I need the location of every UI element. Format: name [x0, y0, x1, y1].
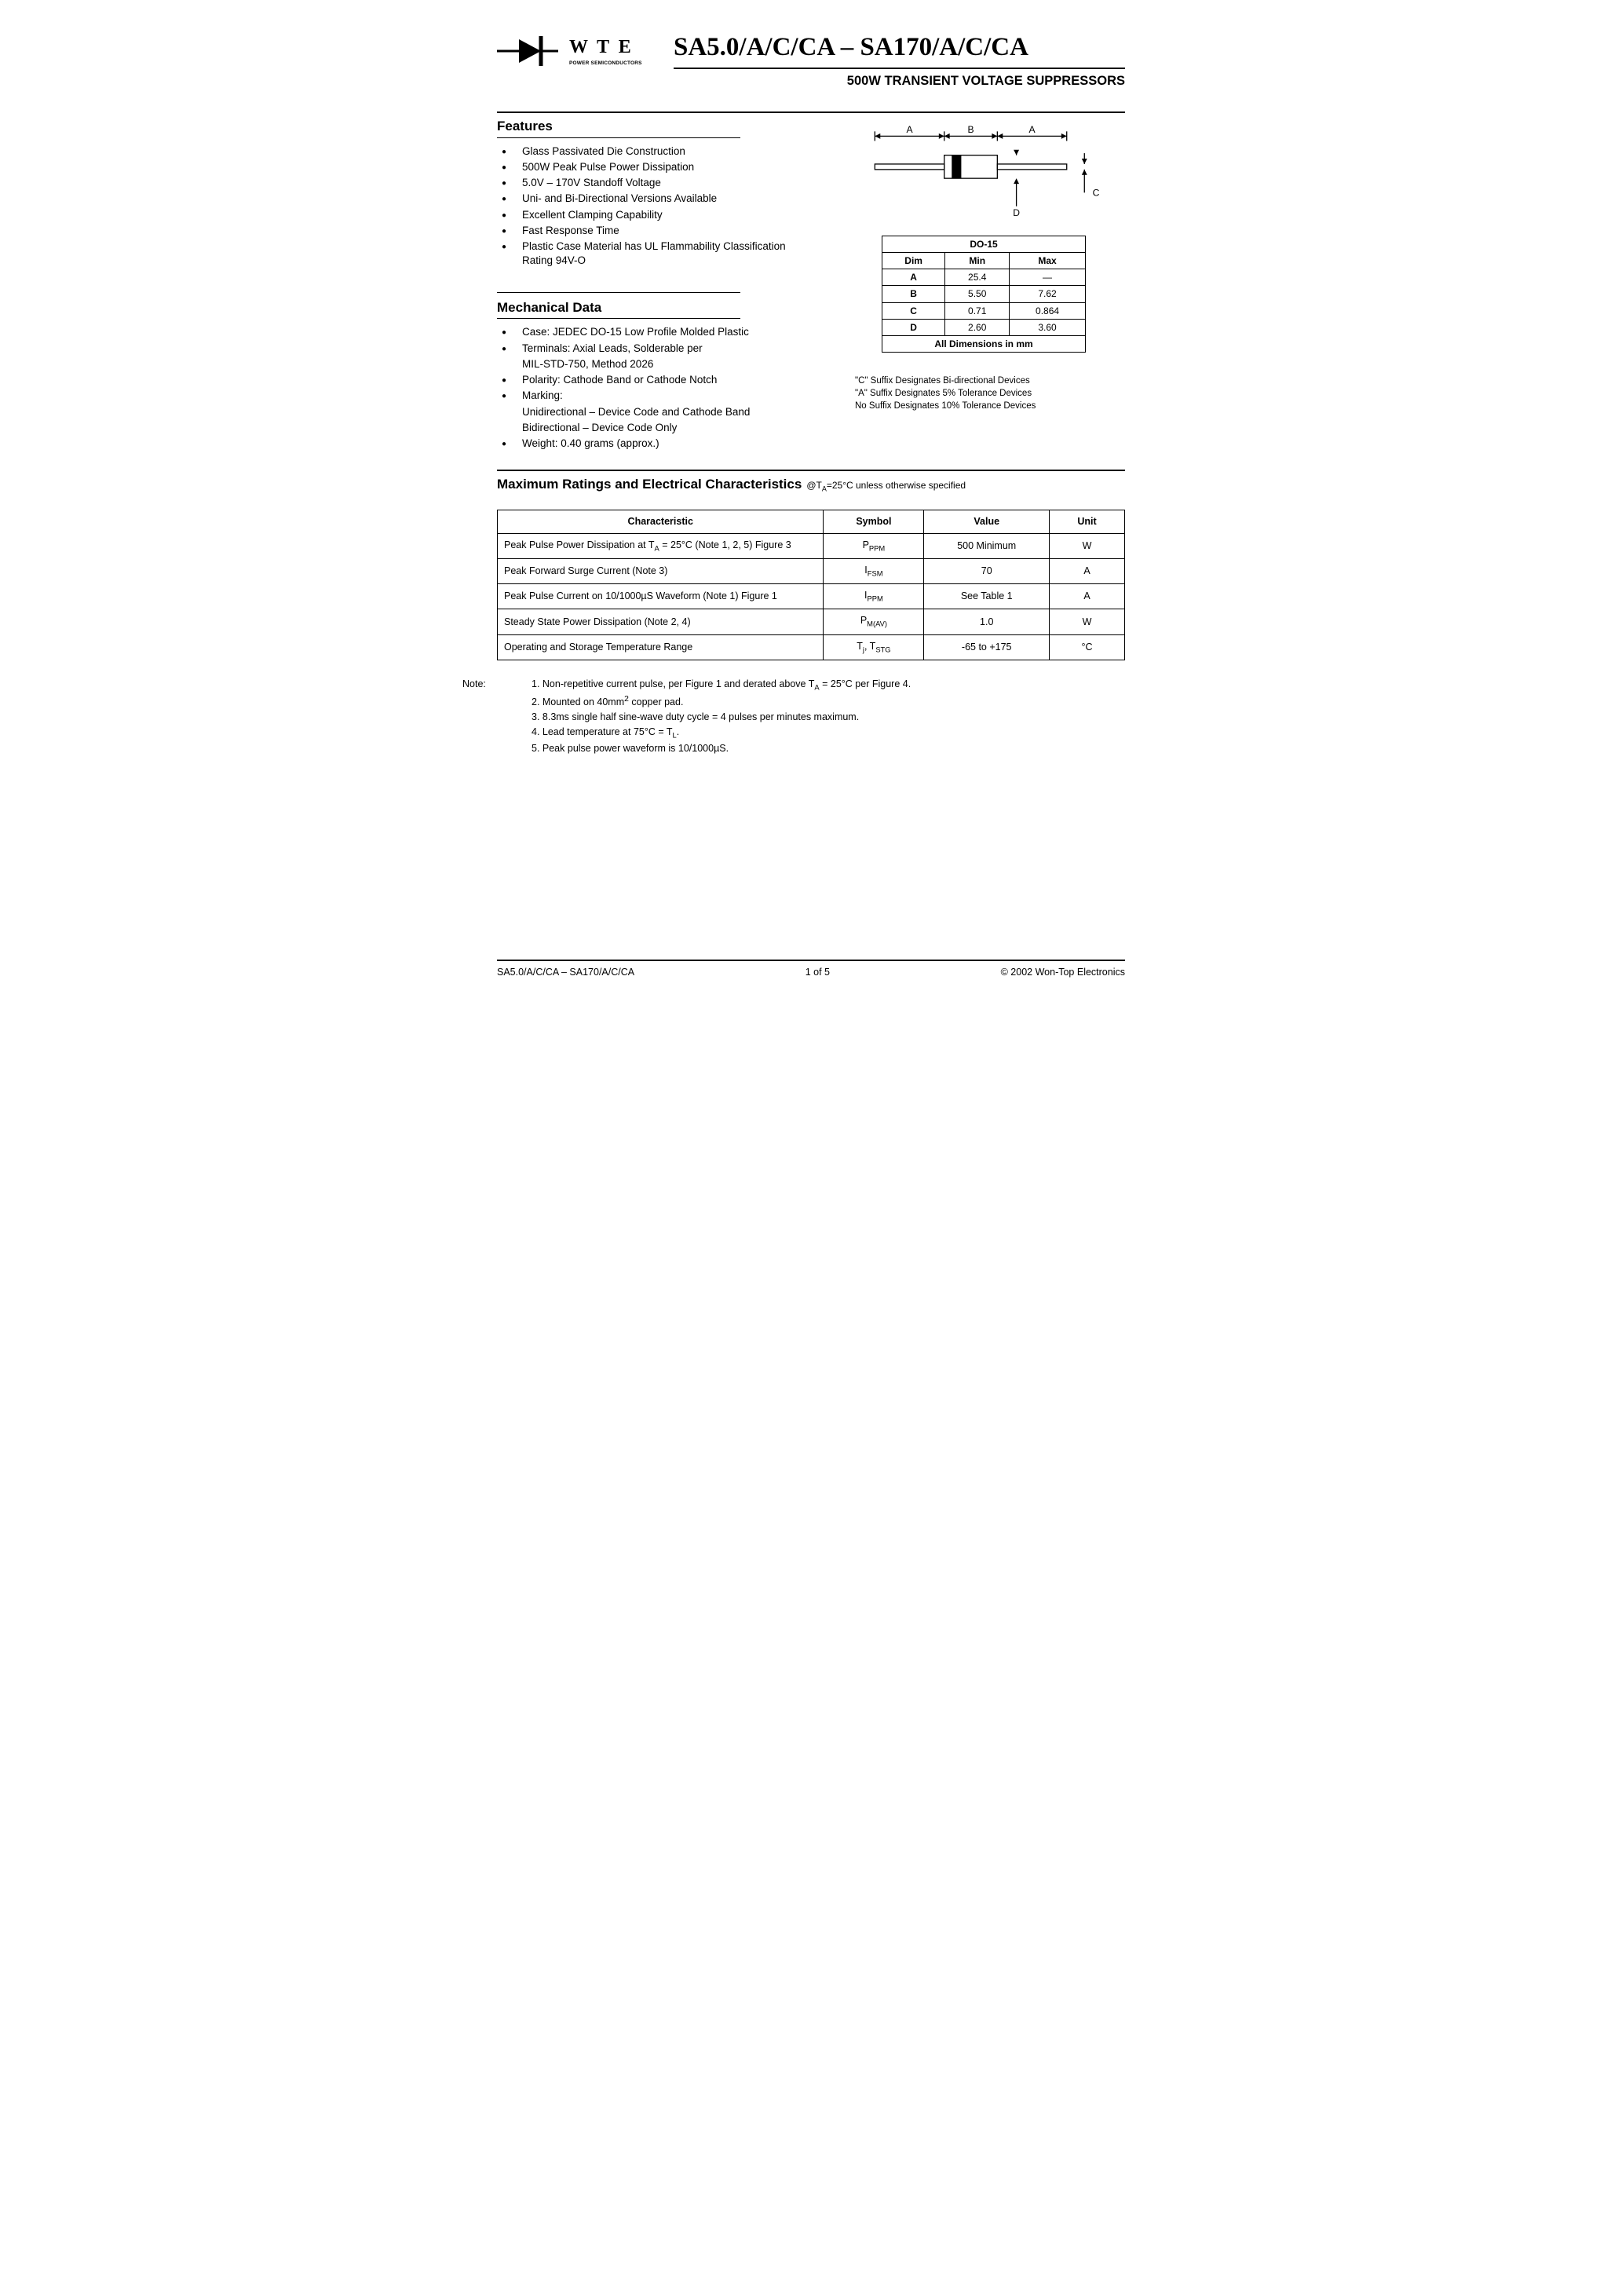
dim-cell: 3.60 — [1010, 319, 1086, 335]
footer: SA5.0/A/C/CA – SA170/A/C/CA 1 of 5 © 200… — [497, 960, 1125, 979]
dim-row-label: B — [882, 286, 945, 302]
mechanical-item: Terminals: Axial Leads, Solderable per — [497, 342, 811, 356]
logo-sub: POWER SEMICONDUCTORS — [569, 60, 642, 68]
symbol-cell: IPPM — [824, 584, 924, 609]
footer-rule — [497, 960, 1125, 961]
feature-item: 5.0V – 170V Standoff Voltage — [497, 176, 811, 190]
value-cell: 500 Minimum — [924, 534, 1050, 559]
footer-left: SA5.0/A/C/CA – SA170/A/C/CA — [497, 966, 634, 979]
mechanical-rule — [497, 318, 740, 319]
dim-cell: 5.50 — [945, 286, 1010, 302]
ratings-rule — [497, 470, 1125, 471]
features-list: Glass Passivated Die Construction 500W P… — [497, 144, 811, 269]
mechanical-cont: Unidirectional – Device Code and Cathode… — [497, 405, 811, 419]
dim-row-label: C — [882, 302, 945, 319]
symbol-cell: PPPM — [824, 534, 924, 559]
value-cell: See Table 1 — [924, 584, 1050, 609]
char-header: Unit — [1050, 510, 1125, 534]
dim-label-B: B — [967, 124, 974, 135]
footer-right: © 2002 Won-Top Electronics — [1001, 966, 1125, 979]
note-item: 4. Lead temperature at 75°C = TL. — [497, 726, 1125, 740]
logo: W T E POWER SEMICONDUCTORS — [497, 30, 674, 72]
mechanical-cont: MIL-STD-750, Method 2026 — [497, 357, 811, 371]
char-header: Value — [924, 510, 1050, 534]
feature-item: Excellent Clamping Capability — [497, 208, 811, 222]
value-cell: 70 — [924, 559, 1050, 584]
dim-row-label: D — [882, 319, 945, 335]
mechanical-item: Case: JEDEC DO-15 Low Profile Molded Pla… — [497, 325, 811, 339]
dim-header: Dim — [882, 253, 945, 269]
value-cell: -65 to +175 — [924, 634, 1050, 660]
note-item: 3. 8.3ms single half sine-wave duty cycl… — [497, 711, 1125, 724]
dim-cell: 7.62 — [1010, 286, 1086, 302]
unit-cell: A — [1050, 559, 1125, 584]
feature-item: Plastic Case Material has UL Flammabilit… — [497, 239, 811, 268]
dim-label-D: D — [1013, 207, 1020, 218]
note-item: 2. Mounted on 40mm2 copper pad. — [497, 694, 1125, 709]
logo-brand: W T E — [569, 35, 642, 60]
dim-cell: 2.60 — [945, 319, 1010, 335]
unit-cell: W — [1050, 534, 1125, 559]
ratings-title: Maximum Ratings and Electrical Character… — [497, 476, 802, 494]
characteristics-table: Characteristic Symbol Value Unit Peak Pu… — [497, 510, 1125, 660]
features-title: Features — [497, 118, 811, 136]
symbol-cell: PM(AV) — [824, 609, 924, 634]
char-cell: Steady State Power Dissipation (Note 2, … — [498, 609, 824, 634]
unit-cell: °C — [1050, 634, 1125, 660]
mechanical-rule-top — [497, 292, 740, 293]
dim-label-A2: A — [1028, 124, 1036, 135]
diode-logo-icon — [497, 30, 568, 72]
feature-item: 500W Peak Pulse Power Dissipation — [497, 160, 811, 174]
suffix-note: "C" Suffix Designates Bi-directional Dev… — [855, 375, 1125, 387]
note-item: 1. Non-repetitive current pulse, per Fig… — [532, 678, 911, 689]
package-outline-diagram: A B A D — [842, 118, 1125, 220]
section-rule-top — [497, 112, 1125, 113]
dim-header: Min — [945, 253, 1010, 269]
mechanical-item: Marking: — [497, 389, 811, 403]
char-cell: Peak Pulse Power Dissipation at TA = 25°… — [498, 534, 824, 559]
mechanical-title: Mechanical Data — [497, 299, 811, 317]
mechanical-cont: Bidirectional – Device Code Only — [497, 421, 811, 435]
title-rule — [674, 68, 1125, 69]
unit-cell: A — [1050, 584, 1125, 609]
dimension-table: DO-15 Dim Min Max A 25.4 — B 5.50 7.62 C… — [882, 236, 1086, 353]
value-cell: 1.0 — [924, 609, 1050, 634]
dim-row-label: A — [882, 269, 945, 286]
mechanical-list: Case: JEDEC DO-15 Low Profile Molded Pla… — [497, 325, 811, 355]
char-header: Characteristic — [498, 510, 824, 534]
char-cell: Peak Forward Surge Current (Note 3) — [498, 559, 824, 584]
suffix-notes: "C" Suffix Designates Bi-directional Dev… — [842, 375, 1125, 412]
note-label: Note: — [497, 678, 532, 691]
dim-footer: All Dimensions in mm — [882, 335, 1086, 352]
features-rule — [497, 137, 740, 138]
suffix-note: "A" Suffix Designates 5% Tolerance Devic… — [855, 387, 1125, 400]
footer-center: 1 of 5 — [806, 966, 830, 979]
char-header: Symbol — [824, 510, 924, 534]
note-item: 5. Peak pulse power waveform is 10/1000µ… — [497, 742, 1125, 755]
dim-cell: 0.71 — [945, 302, 1010, 319]
dim-cell: 0.864 — [1010, 302, 1086, 319]
dim-cell: 25.4 — [945, 269, 1010, 286]
feature-item: Glass Passivated Die Construction — [497, 144, 811, 159]
subtitle: 500W TRANSIENT VOLTAGE SUPPRESSORS — [674, 72, 1125, 90]
header: W T E POWER SEMICONDUCTORS SA5.0/A/C/CA … — [497, 30, 1125, 90]
char-cell: Peak Pulse Current on 10/1000µS Waveform… — [498, 584, 824, 609]
symbol-cell: Tj, TSTG — [824, 634, 924, 660]
notes: Note:1. Non-repetitive current pulse, pe… — [497, 678, 1125, 755]
symbol-cell: IFSM — [824, 559, 924, 584]
dim-header: Max — [1010, 253, 1086, 269]
mechanical-item: Weight: 0.40 grams (approx.) — [497, 437, 811, 451]
mechanical-item: Polarity: Cathode Band or Cathode Notch — [497, 373, 811, 387]
ratings-condition: @TA=25°C unless otherwise specified — [806, 479, 966, 494]
dim-label-C: C — [1093, 187, 1100, 198]
feature-item: Fast Response Time — [497, 224, 811, 238]
suffix-note: No Suffix Designates 10% Tolerance Devic… — [855, 400, 1125, 412]
dim-package: DO-15 — [882, 236, 1086, 252]
feature-item: Uni- and Bi-Directional Versions Availab… — [497, 192, 811, 206]
char-cell: Operating and Storage Temperature Range — [498, 634, 824, 660]
part-title: SA5.0/A/C/CA – SA170/A/C/CA — [674, 30, 1125, 65]
dim-label-A: A — [906, 124, 913, 135]
unit-cell: W — [1050, 609, 1125, 634]
dim-cell: — — [1010, 269, 1086, 286]
